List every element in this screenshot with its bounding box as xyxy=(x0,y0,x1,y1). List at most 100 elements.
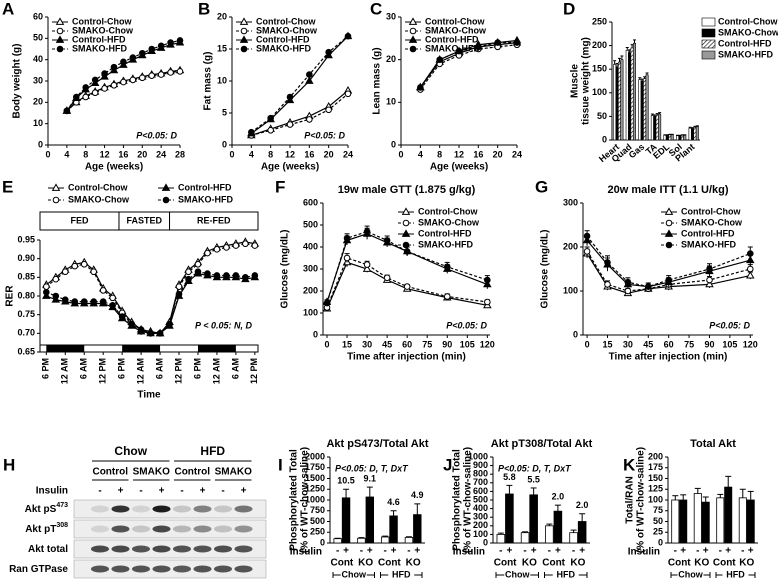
point xyxy=(343,254,351,262)
y-tick-label: 100 xyxy=(563,285,578,295)
panel-letter: D xyxy=(563,0,575,18)
point xyxy=(101,85,108,92)
x-tick-label: 12 PM xyxy=(98,358,108,384)
panel-letter: I xyxy=(278,455,283,474)
fold-label: 4.6 xyxy=(387,497,400,507)
bar xyxy=(545,525,554,544)
y-tick-label: 0 xyxy=(658,537,663,547)
blot-band xyxy=(234,525,253,533)
point xyxy=(484,298,491,306)
point xyxy=(82,93,90,101)
bar xyxy=(746,499,755,544)
x-tick-label: - xyxy=(336,546,339,557)
point xyxy=(63,107,71,115)
y-tick-label: 0 xyxy=(391,139,396,149)
bar xyxy=(577,521,587,544)
fold-label: 9.1 xyxy=(364,473,377,483)
insulin-label: Insulin xyxy=(36,486,68,497)
insulin-sign: - xyxy=(221,486,224,497)
point xyxy=(52,292,60,300)
bar xyxy=(496,534,506,544)
annotation: P<0.05: D, T, DxT xyxy=(335,463,409,473)
chart-title: Akt pT308/Total Akt xyxy=(491,438,593,450)
x-tick-label: + xyxy=(414,546,420,557)
phase-label: FASTED xyxy=(127,215,163,225)
x-tick-label: + xyxy=(531,546,537,557)
x-tick-label: 12 PM xyxy=(249,358,259,384)
point xyxy=(167,39,174,46)
blot-band xyxy=(152,565,171,573)
x-tick-label: - xyxy=(523,546,526,557)
blot-band xyxy=(214,505,232,513)
x-tick-label: 0 xyxy=(325,339,330,349)
panel-letter: A xyxy=(2,0,14,18)
point xyxy=(213,246,221,253)
point xyxy=(706,265,713,273)
diet-label: Chow xyxy=(114,444,147,458)
bar xyxy=(615,66,619,141)
bar xyxy=(665,134,669,141)
x-tick-label: 90 xyxy=(704,339,714,349)
legend-marker xyxy=(408,17,418,25)
blot-band xyxy=(214,525,232,533)
y-tick-label: 200 xyxy=(473,520,488,530)
y-tick-label: 0 xyxy=(320,537,325,547)
point xyxy=(583,232,591,240)
y-tick-label: 1250 xyxy=(305,484,325,494)
point xyxy=(305,76,314,84)
legend-marker xyxy=(401,229,411,237)
blot-band xyxy=(173,545,191,553)
y-tick-label: 700 xyxy=(473,477,488,487)
legend-label: SMAKO-HFD xyxy=(681,239,736,249)
series-line xyxy=(251,90,349,136)
y-tick-label: 150 xyxy=(648,473,663,483)
legend-label: SMAKO-Chow xyxy=(256,25,318,35)
point xyxy=(99,298,107,305)
legend-marker xyxy=(56,27,64,35)
x-tick-label: 60 xyxy=(402,339,412,349)
x-tick-label: 6 PM xyxy=(117,358,127,379)
y-tick-label: 100 xyxy=(648,494,663,504)
x-tick-label: 8 xyxy=(268,149,273,159)
point xyxy=(157,42,165,50)
x-tick-label: + xyxy=(680,546,686,557)
blot-band xyxy=(214,545,232,553)
point xyxy=(147,330,154,337)
y-tick-label: 0 xyxy=(38,139,43,149)
point xyxy=(213,272,221,279)
annotation: P<0.05: D xyxy=(446,320,487,330)
x-tick-label: 6 AM xyxy=(79,358,89,379)
point xyxy=(383,274,391,282)
blot-row-name: Akt total xyxy=(28,544,68,555)
blot-band xyxy=(132,545,150,553)
legend-label: SMAKO-Chow xyxy=(425,25,487,35)
legend-marker xyxy=(161,183,171,191)
point xyxy=(251,242,259,249)
point xyxy=(383,237,391,244)
y-axis-label: Muscle xyxy=(570,64,581,98)
point xyxy=(90,268,98,276)
point xyxy=(403,283,411,290)
point xyxy=(455,47,463,55)
point xyxy=(344,32,352,40)
x-tick-label: 45 xyxy=(382,339,392,349)
blot-band xyxy=(111,525,130,533)
point xyxy=(363,228,371,235)
bar xyxy=(676,135,680,141)
point xyxy=(204,249,211,257)
blot-band xyxy=(91,525,109,533)
fold-label: 5.8 xyxy=(503,472,516,482)
legend-label: SMAKO-HFD xyxy=(718,49,773,59)
point xyxy=(624,287,632,295)
x-tick-label: + xyxy=(579,546,585,557)
bar xyxy=(389,515,398,544)
legend-marker xyxy=(51,183,61,191)
bar xyxy=(628,52,632,141)
point xyxy=(176,37,184,44)
x-tick-label: 45 xyxy=(643,339,653,349)
legend-label: SMAKO-HFD xyxy=(178,194,233,204)
point xyxy=(185,275,192,283)
diet-label: HFD xyxy=(200,444,225,458)
point xyxy=(306,71,313,78)
blot-band xyxy=(193,545,212,553)
